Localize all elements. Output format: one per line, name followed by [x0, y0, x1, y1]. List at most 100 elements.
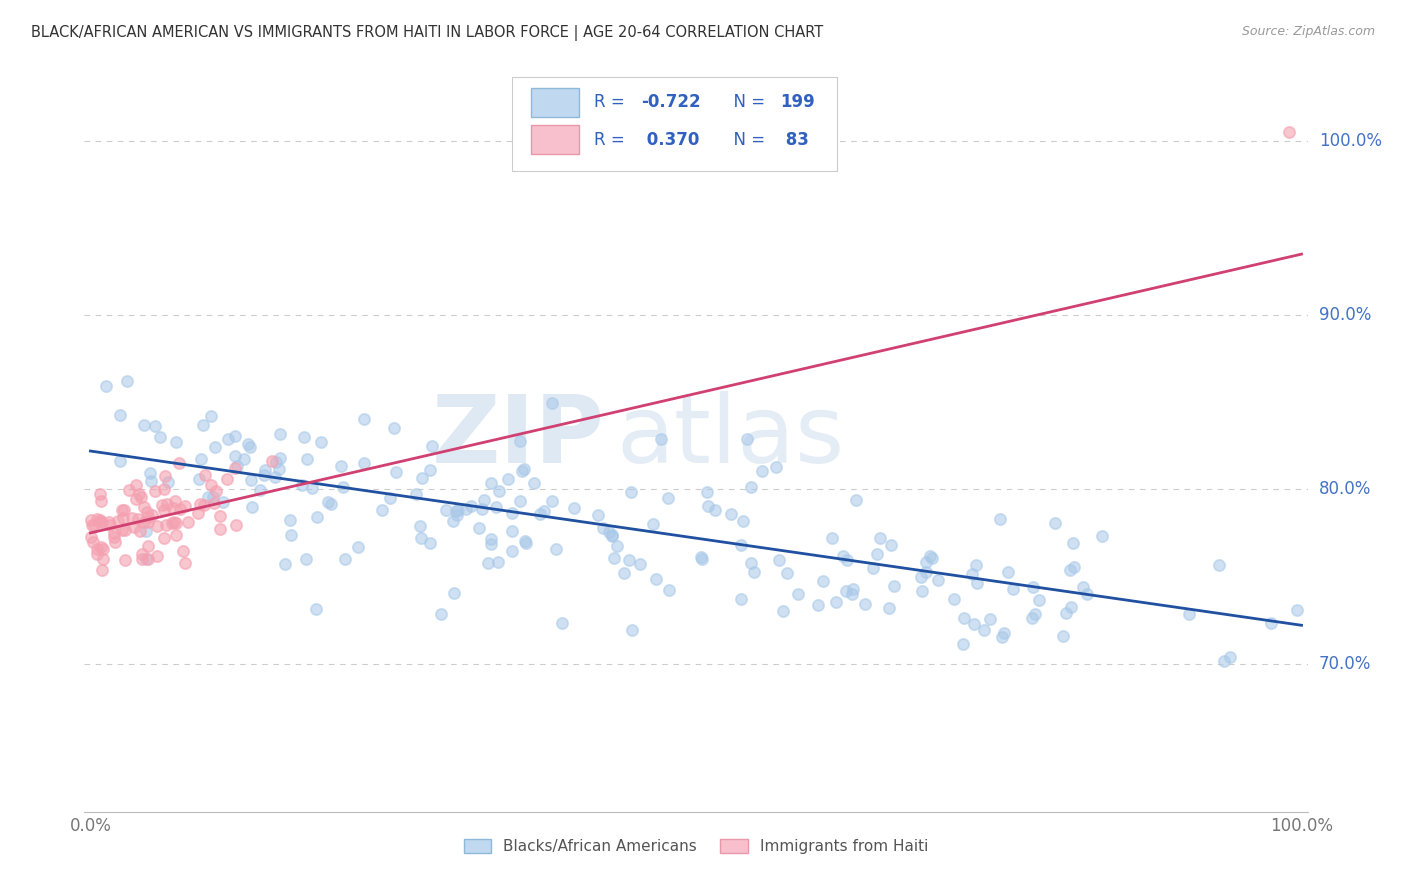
Point	[295, 552, 318, 566]
Point	[260, 454, 283, 468]
Point	[997, 565, 1019, 579]
Point	[131, 551, 153, 566]
Point	[249, 483, 271, 497]
Point	[765, 459, 787, 474]
Point	[165, 494, 187, 508]
Point	[89, 515, 111, 529]
Point	[704, 503, 727, 517]
Point	[562, 501, 585, 516]
Point	[1062, 536, 1084, 550]
Point	[471, 502, 494, 516]
Point	[1260, 615, 1282, 630]
Point	[835, 584, 858, 599]
Point	[807, 598, 830, 612]
Point	[157, 475, 180, 489]
Point	[98, 517, 121, 532]
Point	[124, 478, 146, 492]
Point	[111, 511, 134, 525]
Point	[136, 510, 159, 524]
Point	[420, 439, 443, 453]
Point	[768, 553, 790, 567]
Point	[239, 440, 262, 454]
Point	[460, 499, 482, 513]
Point	[269, 451, 291, 466]
Point	[121, 510, 143, 524]
Point	[501, 544, 523, 558]
Point	[309, 434, 332, 449]
Point	[501, 506, 523, 520]
Point	[240, 474, 263, 488]
Point	[696, 484, 718, 499]
Point	[253, 467, 276, 482]
Point	[1028, 592, 1050, 607]
Point	[658, 583, 681, 598]
Point	[114, 553, 136, 567]
Point	[122, 519, 145, 533]
Point	[477, 556, 499, 570]
FancyBboxPatch shape	[513, 78, 837, 171]
Point	[1043, 516, 1066, 531]
Point	[193, 498, 215, 512]
Text: N =: N =	[723, 93, 770, 112]
Point	[190, 451, 212, 466]
Point	[628, 557, 651, 571]
Point	[1071, 580, 1094, 594]
Point	[910, 583, 932, 598]
Point	[644, 572, 666, 586]
Point	[155, 469, 177, 483]
Point	[447, 503, 470, 517]
Point	[697, 499, 720, 513]
Point	[446, 508, 468, 522]
Point	[172, 544, 194, 558]
Point	[90, 515, 112, 529]
Point	[152, 503, 174, 517]
Point	[224, 428, 246, 442]
Point	[132, 417, 155, 432]
Point	[454, 502, 477, 516]
Point	[80, 530, 103, 544]
Point	[488, 483, 510, 498]
Text: atlas: atlas	[616, 391, 845, 483]
Point	[966, 576, 988, 591]
Point	[730, 538, 752, 552]
Point	[692, 552, 714, 566]
Point	[202, 496, 225, 510]
Point	[973, 624, 995, 638]
Legend: Blacks/African Americans, Immigrants from Haiti: Blacks/African Americans, Immigrants fro…	[457, 832, 935, 860]
Point	[776, 566, 799, 581]
Point	[513, 534, 536, 549]
Point	[1212, 654, 1234, 668]
Point	[165, 516, 187, 530]
Point	[155, 518, 177, 533]
Point	[501, 524, 523, 539]
Point	[141, 508, 163, 522]
Point	[188, 497, 211, 511]
Point	[1054, 606, 1077, 620]
Point	[1059, 563, 1081, 577]
Point	[83, 517, 105, 532]
Point	[329, 458, 352, 473]
Point	[224, 461, 246, 475]
Point	[353, 456, 375, 470]
Point	[832, 549, 855, 564]
Point	[135, 524, 157, 538]
Point	[915, 555, 938, 569]
Point	[86, 512, 108, 526]
FancyBboxPatch shape	[531, 87, 578, 117]
Point	[1060, 600, 1083, 615]
Text: Source: ZipAtlas.com: Source: ZipAtlas.com	[1241, 25, 1375, 38]
Point	[169, 502, 191, 516]
Point	[382, 421, 405, 435]
Point	[1024, 607, 1046, 621]
Point	[733, 514, 755, 528]
Point	[841, 587, 863, 601]
Point	[291, 478, 314, 492]
Point	[541, 396, 564, 410]
Point	[380, 491, 402, 505]
Point	[191, 418, 214, 433]
Point	[592, 521, 614, 535]
Point	[167, 457, 190, 471]
Point	[879, 537, 901, 551]
Point	[115, 374, 138, 388]
Point	[598, 525, 620, 540]
